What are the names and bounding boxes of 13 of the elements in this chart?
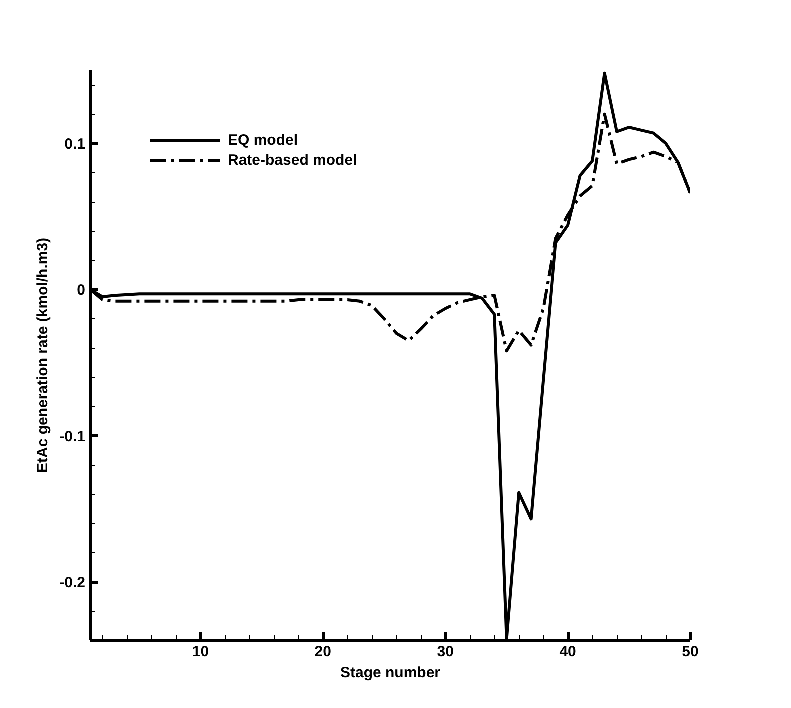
y-tick-label: 0.1 (64, 136, 86, 154)
legend-label: EQ model (228, 132, 298, 148)
x-tick-label: 40 (560, 644, 576, 660)
y-tick-label: 0 (77, 282, 86, 300)
y-tick-label: -0.2 (60, 574, 86, 592)
x-tick-label: 50 (682, 644, 699, 660)
x-axis-title: Stage number (340, 664, 441, 682)
legend-label: Rate-based model (228, 152, 358, 168)
x-tick-label: 10 (192, 644, 210, 660)
y-axis-title: EtAc generation rate (kmol/h.m3) (34, 238, 52, 474)
x-tick-label: 30 (437, 644, 454, 660)
y-tick-label: -0.1 (60, 428, 86, 446)
x-tick-label: 20 (314, 644, 332, 660)
